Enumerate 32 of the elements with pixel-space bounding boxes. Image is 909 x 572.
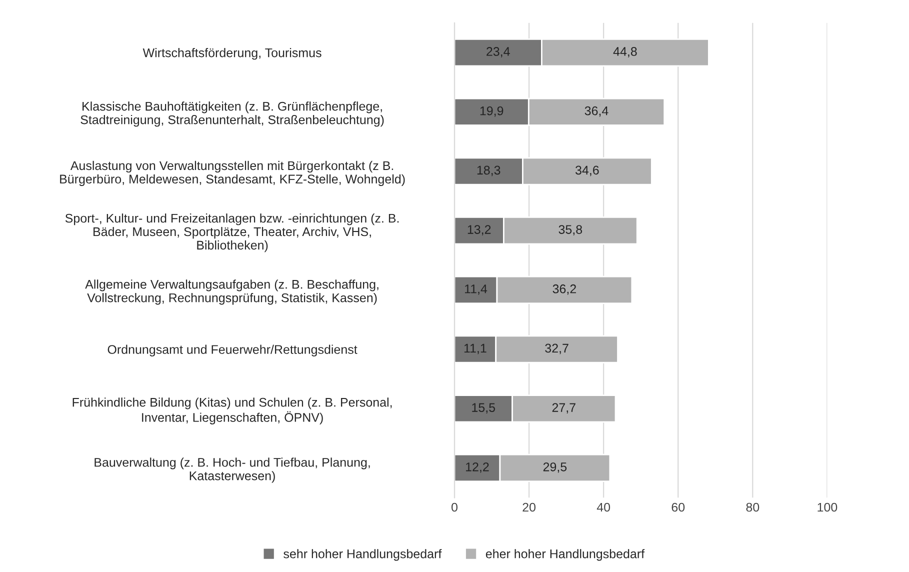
data-label: 27,7 (552, 403, 576, 414)
data-label: 11,1 (464, 344, 486, 354)
x-tick-label: 20 (522, 502, 536, 512)
data-label: 11,4 (464, 284, 488, 295)
data-label: 34,6 (575, 166, 599, 176)
x-tick-label: 40 (596, 502, 610, 512)
data-label: 15,5 (472, 403, 496, 414)
data-label: 23,4 (486, 47, 510, 58)
legend-label: eher hoher Handlungsbedarf (486, 549, 645, 561)
legend-label: sehr hoher Handlungsbedarf (284, 549, 442, 561)
x-tick-label: 80 (746, 502, 760, 512)
y-tick-label: Klassische Bauhoftätigkeiten (z. B. Grünflächenpflege, Stadtreinigung, Straßenunterhalt, Straßenbeleuchtung) (80, 102, 384, 127)
data-label: 18,3 (477, 166, 500, 176)
y-tick-label: Wirtschaftsförderung, Tourismus (142, 48, 322, 60)
y-tick-label: Auslastung von Verwaltungsstellen mit Bürgerkontakt (z B. Bürgerbüro, Meldewesen, Standesamt, KFZ-Stelle, Wohngeld) (60, 160, 405, 186)
data-label: 13,2 (468, 225, 491, 236)
data-label: 29,5 (543, 462, 567, 473)
data-label: 36,2 (552, 284, 576, 295)
y-tick-label: Frühkindliche Bildung (Kitas) und Schulen (z. B. Personal, Inventar, Liegenschaften, ÖPNV) (72, 398, 392, 424)
y-tick-label: Allgemeine Verwaltungsaufgaben (z. B. Beschaffung, Vollstreckung, Rechnungsprüfung, Statistik, Kassen) (85, 280, 378, 305)
y-tick-label: Sport-, Kultur- und Freizeitanlagen bzw. -einrichtungen (z. B. Bäder, Museen, Sportplätze, Theater, Archiv, VHS, Bibliotheken) (65, 214, 399, 252)
data-label: 19,9 (480, 106, 504, 117)
x-tick-label: 0 (452, 502, 458, 512)
y-tick-label: Bauverwaltung (z. B. Hoch- und Tiefbau, Planung, Katasterwesen) (94, 458, 370, 483)
data-label: 44,8 (613, 47, 637, 58)
data-label: 32,7 (545, 344, 568, 354)
x-tick-label: 60 (672, 502, 685, 512)
data-label: 36,4 (584, 106, 608, 117)
x-tick-label: 100 (818, 502, 838, 512)
data-label: 35,8 (558, 225, 582, 236)
y-tick-label: Ordnungsamt und Feuerwehr/Rettungsdienst (108, 344, 358, 356)
data-label: 12,2 (466, 462, 489, 473)
